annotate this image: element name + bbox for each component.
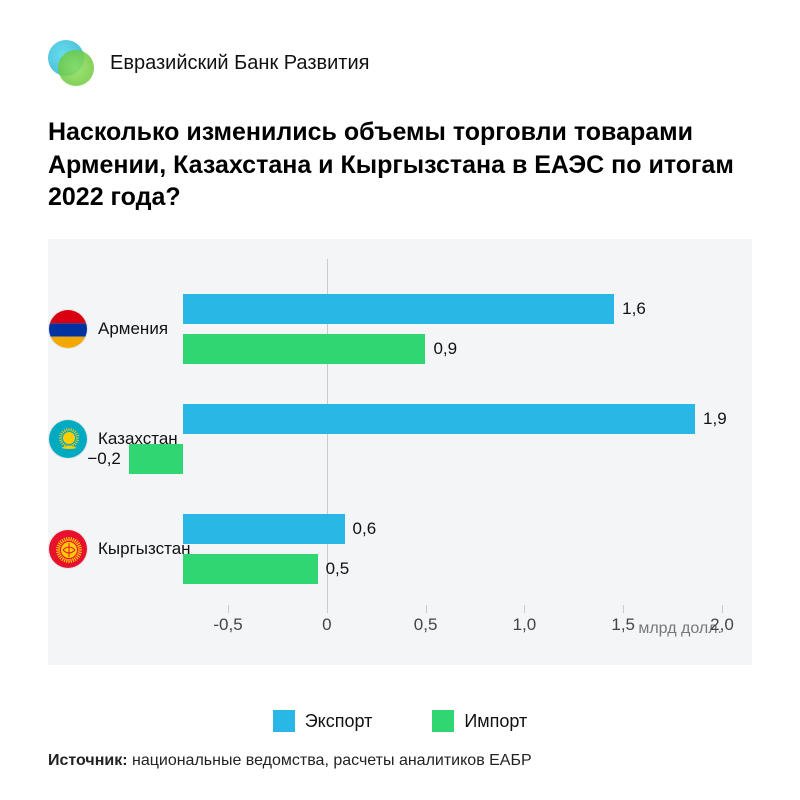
tick-label: 0 (322, 615, 331, 635)
legend-label-export: Экспорт (305, 711, 373, 732)
bar-label-import: 0,9 (433, 339, 457, 359)
bar-import (129, 444, 183, 474)
country-name: Кыргызстан (98, 539, 191, 559)
source-label: Источник: (48, 752, 128, 769)
flag-icon (48, 529, 88, 569)
chart-area: млрд долл. -0,500,51,01,52,0Армения1,60,… (48, 239, 752, 666)
tick-label: -0,5 (213, 615, 242, 635)
tick-label: 0,5 (414, 615, 438, 635)
source-line: Источник: национальные ведомства, расчет… (48, 752, 752, 770)
bar-export (183, 514, 345, 544)
plot-area: млрд долл. -0,500,51,01,52,0Армения1,60,… (228, 259, 722, 606)
legend-item-import: Импорт (432, 710, 527, 732)
tick-line (524, 605, 525, 613)
org-name: Евразийский Банк Развития (110, 52, 369, 75)
legend-swatch-export (273, 710, 295, 732)
legend-swatch-import (432, 710, 454, 732)
tick-line (722, 605, 723, 613)
tick-label: 2,0 (710, 615, 734, 635)
tick-line (327, 605, 328, 613)
country-row: Казахстан1,9−0,2 (48, 384, 722, 494)
country-name: Армения (98, 319, 168, 339)
tick-line (623, 605, 624, 613)
bar-label-export: 1,9 (703, 409, 727, 429)
tick-label: 1,5 (611, 615, 635, 635)
country-row: Армения 1,6 0,9 (48, 274, 722, 384)
tick-line (228, 605, 229, 613)
tick-label: 1,0 (513, 615, 537, 635)
chart-title: Насколько изменились объемы торговли тов… (48, 116, 752, 214)
tick-line (426, 605, 427, 613)
header: Евразийский Банк Развития (48, 40, 752, 86)
bar-export (183, 294, 614, 324)
bar-export (183, 404, 695, 434)
bar-label-import: −0,2 (87, 449, 121, 469)
legend-item-export: Экспорт (273, 710, 373, 732)
flag-icon (48, 419, 88, 459)
legend-label-import: Импорт (464, 711, 527, 732)
bar-label-export: 1,6 (622, 299, 646, 319)
bar-label-import: 0,5 (326, 559, 350, 579)
logo-icon (48, 40, 94, 86)
bar-import (183, 554, 318, 584)
country-row: Кыргызстан 0,60,5 (48, 494, 722, 604)
bar-label-export: 0,6 (353, 519, 377, 539)
legend: Экспорт Импорт (48, 710, 752, 732)
source-text: национальные ведомства, расчеты аналитик… (132, 752, 532, 769)
bar-import (183, 334, 426, 364)
flag-icon (48, 309, 88, 349)
